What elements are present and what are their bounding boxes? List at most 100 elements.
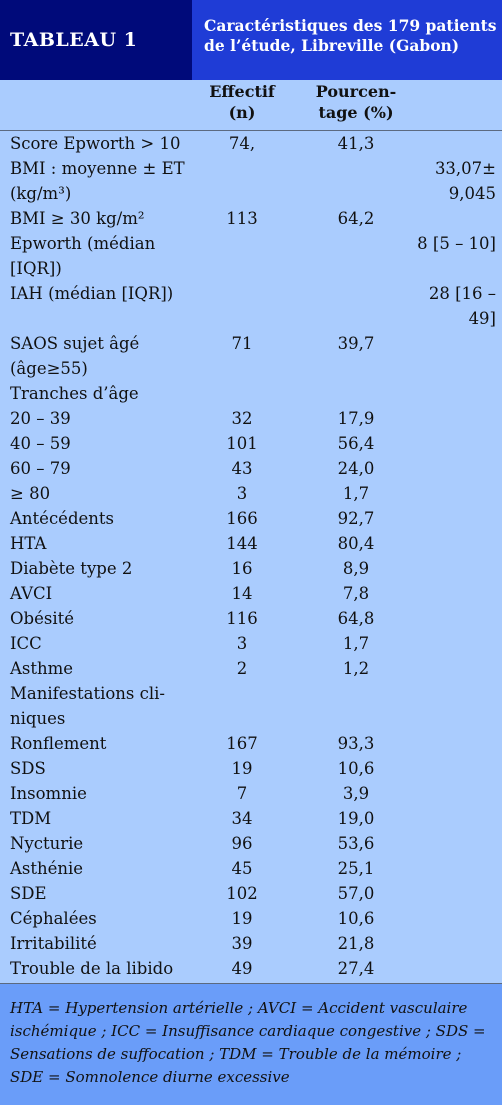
table-header: TABLEAU 1 Caractéristiques des 179 patie… (0, 0, 502, 80)
row-label: Irritabilité (10, 934, 97, 953)
row-label: BMI ≥ 30 kg/m² (10, 209, 145, 228)
row-pourcentage: 53,6 (337, 834, 375, 853)
row-label: Asthénie (10, 859, 84, 878)
table-title: Caractéristiques des 179 patients de l’é… (192, 0, 502, 80)
row-effectif: 19 (231, 759, 253, 778)
table-row: Manifestations cli-niques (0, 681, 502, 731)
col-header-pourcentage: Pourcen-tage (%) (315, 82, 397, 122)
col-header-effectif: Effectif (n) (209, 82, 275, 122)
table-row: AVCI 14 7,8 (0, 581, 502, 606)
row-effectif: 3 (236, 484, 248, 503)
row-pourcentage: 8,9 (342, 559, 370, 578)
row-effectif: 45 (231, 859, 253, 878)
row-pourcentage: 93,3 (337, 734, 375, 753)
row-label: Asthme (10, 659, 74, 678)
table-row: TDM 34 19,0 (0, 806, 502, 831)
table-row: Céphalées 19 10,6 (0, 906, 502, 931)
row-effectif: 34 (231, 809, 253, 828)
table-row: 20 – 39 32 17,9 (0, 406, 502, 431)
row-label: SDE (10, 884, 47, 903)
row-pourcentage: 27,4 (337, 959, 375, 978)
row-value: 8 [5 – 10] (417, 234, 496, 253)
row-effectif: 71 (231, 334, 253, 353)
row-effectif: 102 (226, 884, 258, 903)
table-row: Insomnie 7 3,9 (0, 781, 502, 806)
table-row: SDE 102 57,0 (0, 881, 502, 906)
table-footnote: HTA = Hypertension artérielle ; AVCI = A… (0, 983, 502, 1105)
row-pourcentage: 24,0 (337, 459, 375, 478)
row-label: 60 – 79 (10, 459, 71, 478)
table-row: BMI ≥ 30 kg/m² 113 64,2 (0, 206, 502, 231)
row-label: Diabète type 2 (10, 559, 133, 578)
table-row: Tranches d’âge (0, 381, 502, 406)
row-pourcentage: 92,7 (337, 509, 375, 528)
row-label: BMI : moyenne ± ET (kg/m³) (10, 159, 185, 203)
row-effectif: 96 (231, 834, 253, 853)
row-label: IAH (médian [IQR]) (10, 284, 174, 303)
row-value: 28 [16 – 49] (428, 284, 496, 328)
row-pourcentage: 10,6 (337, 909, 375, 928)
table-row: 40 – 59 101 56,4 (0, 431, 502, 456)
row-effectif: 7 (236, 784, 248, 803)
row-effectif: 32 (231, 409, 253, 428)
row-label: Céphalées (10, 909, 97, 928)
table-body: Score Epworth > 10 74, 41,3 BMI : moyenne ±… (0, 131, 502, 981)
row-label: Antécédents (10, 509, 114, 528)
table-row: 60 – 79 43 24,0 (0, 456, 502, 481)
table-row: HTA 144 80,4 (0, 531, 502, 556)
row-effectif: 49 (231, 959, 253, 978)
row-label: Manifestations cli-niques (10, 684, 165, 728)
row-label: Trouble de la libido (10, 959, 174, 978)
row-label: Epworth (médian [IQR]) (10, 234, 156, 278)
row-pourcentage: 1,7 (342, 634, 370, 653)
row-label: TDM (10, 809, 52, 828)
table-row: Asthme 2 1,2 (0, 656, 502, 681)
row-label: Nycturie (10, 834, 84, 853)
column-headers: Effectif (n) Pourcen-tage (%) (0, 80, 502, 131)
table-label: TABLEAU 1 (0, 0, 192, 80)
row-label: Insomnie (10, 784, 87, 803)
row-label: Tranches d’âge (10, 384, 139, 403)
row-label: ICC (10, 634, 42, 653)
table-row: Score Epworth > 10 74, 41,3 (0, 131, 502, 156)
row-effectif: 43 (231, 459, 253, 478)
row-pourcentage: 41,3 (337, 134, 375, 153)
row-pourcentage: 39,7 (337, 334, 375, 353)
row-label: Obésité (10, 609, 74, 628)
row-label: Ronflement (10, 734, 107, 753)
row-pourcentage: 57,0 (337, 884, 375, 903)
row-effectif: 14 (231, 584, 253, 603)
row-effectif: 2 (236, 659, 248, 678)
row-pourcentage: 56,4 (337, 434, 375, 453)
table-row: Diabète type 2 16 8,9 (0, 556, 502, 581)
row-label: 40 – 59 (10, 434, 71, 453)
row-pourcentage: 17,9 (337, 409, 375, 428)
row-label: HTA (10, 534, 47, 553)
row-pourcentage: 80,4 (337, 534, 375, 553)
row-effectif: 167 (226, 734, 258, 753)
table-row: Nycturie 96 53,6 (0, 831, 502, 856)
row-effectif: 19 (231, 909, 253, 928)
table-row: Obésité 116 64,8 (0, 606, 502, 631)
row-pourcentage: 7,8 (342, 584, 370, 603)
table-row: Epworth (médian [IQR]) 8 [5 – 10] (0, 231, 502, 281)
table-row: SDS 19 10,6 (0, 756, 502, 781)
table-row: BMI : moyenne ± ET (kg/m³) 33,07± 9,045 (0, 156, 502, 206)
row-label: SDS (10, 759, 46, 778)
row-pourcentage: 3,9 (342, 784, 370, 803)
table-row: Antécédents 166 92,7 (0, 506, 502, 531)
row-effectif: 166 (226, 509, 258, 528)
row-pourcentage: 25,1 (337, 859, 375, 878)
table-row: ICC 3 1,7 (0, 631, 502, 656)
table-row: ≥ 80 3 1,7 (0, 481, 502, 506)
row-effectif: 113 (226, 209, 258, 228)
row-effectif: 144 (226, 534, 258, 553)
row-pourcentage: 1,2 (342, 659, 370, 678)
row-label: AVCI (10, 584, 53, 603)
row-pourcentage: 64,2 (337, 209, 375, 228)
row-label: SAOS sujet âgé (âge≥55) (10, 334, 140, 378)
row-pourcentage: 21,8 (337, 934, 375, 953)
row-pourcentage: 19,0 (337, 809, 375, 828)
row-pourcentage: 10,6 (337, 759, 375, 778)
